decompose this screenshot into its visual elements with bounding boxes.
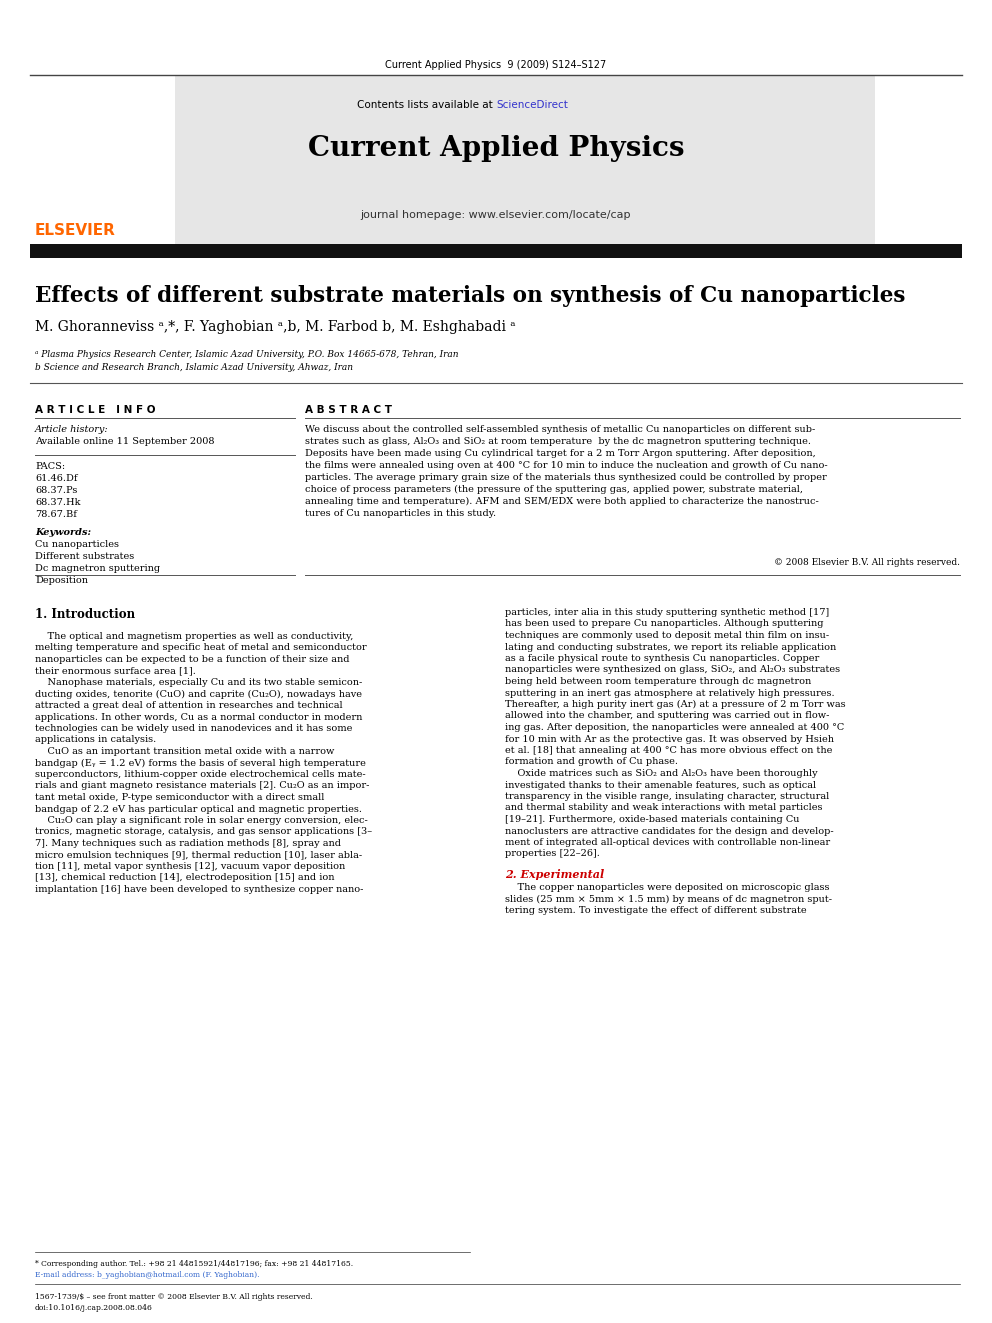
Text: ELSEVIER: ELSEVIER	[35, 224, 116, 238]
Text: formation and growth of Cu phase.: formation and growth of Cu phase.	[505, 758, 678, 766]
Text: Cu nanoparticles: Cu nanoparticles	[35, 540, 119, 549]
Bar	[175, 75, 875, 243]
Text: their enormous surface area [1].: their enormous surface area [1].	[35, 667, 195, 676]
Text: implantation [16] have been developed to synthesize copper nano-: implantation [16] have been developed to…	[35, 885, 363, 894]
Text: [13], chemical reduction [14], electrodeposition [15] and ion: [13], chemical reduction [14], electrode…	[35, 873, 334, 882]
Text: choice of process parameters (the pressure of the sputtering gas, applied power,: choice of process parameters (the pressu…	[305, 486, 803, 493]
Text: M. Ghoranneviss ᵃ,*, F. Yaghobian ᵃ,b, M. Farbod b, M. Eshghabadi ᵃ: M. Ghoranneviss ᵃ,*, F. Yaghobian ᵃ,b, M…	[35, 320, 516, 333]
Text: techniques are commonly used to deposit metal thin film on insu-: techniques are commonly used to deposit …	[505, 631, 829, 640]
Text: tures of Cu nanoparticles in this study.: tures of Cu nanoparticles in this study.	[305, 509, 496, 519]
Text: b Science and Research Branch, Islamic Azad University, Ahwaz, Iran: b Science and Research Branch, Islamic A…	[35, 363, 353, 372]
Text: nanoparticles were synthesized on glass, SiO₂, and Al₂O₃ substrates: nanoparticles were synthesized on glass,…	[505, 665, 840, 675]
Text: [19–21]. Furthermore, oxide-based materials containing Cu: [19–21]. Furthermore, oxide-based materi…	[505, 815, 800, 824]
Text: PACS:: PACS:	[35, 462, 65, 471]
Text: properties [22–26].: properties [22–26].	[505, 849, 600, 859]
Text: applications in catalysis.: applications in catalysis.	[35, 736, 157, 745]
Text: 1. Introduction: 1. Introduction	[35, 609, 135, 620]
Text: © 2008 Elsevier B.V. All rights reserved.: © 2008 Elsevier B.V. All rights reserved…	[774, 558, 960, 568]
Text: 2. Experimental: 2. Experimental	[505, 869, 604, 880]
Text: annealing time and temperature). AFM and SEM/EDX were both applied to characteri: annealing time and temperature). AFM and…	[305, 497, 818, 507]
Text: strates such as glass, Al₂O₃ and SiO₂ at room temperature  by the dc magnetron s: strates such as glass, Al₂O₃ and SiO₂ at…	[305, 437, 811, 446]
Text: technologies can be widely used in nanodevices and it has some: technologies can be widely used in nanod…	[35, 724, 352, 733]
Text: allowed into the chamber, and sputtering was carried out in flow-: allowed into the chamber, and sputtering…	[505, 712, 829, 721]
Text: micro emulsion techniques [9], thermal reduction [10], laser abla-: micro emulsion techniques [9], thermal r…	[35, 851, 362, 860]
Text: nanoparticles can be expected to be a function of their size and: nanoparticles can be expected to be a fu…	[35, 655, 349, 664]
Text: 68.37.Hk: 68.37.Hk	[35, 497, 80, 507]
Text: has been used to prepare Cu nanoparticles. Although sputtering: has been used to prepare Cu nanoparticle…	[505, 619, 823, 628]
Text: the films were annealed using oven at 400 °C for 10 min to induce the nucleation: the films were annealed using oven at 40…	[305, 460, 827, 470]
Text: Keywords:: Keywords:	[35, 528, 91, 537]
Text: bandgap (Eᵧ = 1.2 eV) forms the basis of several high temperature: bandgap (Eᵧ = 1.2 eV) forms the basis of…	[35, 758, 366, 767]
Text: Dc magnetron sputtering: Dc magnetron sputtering	[35, 564, 160, 573]
Text: melting temperature and specific heat of metal and semiconductor: melting temperature and specific heat of…	[35, 643, 367, 652]
Text: nanoclusters are attractive candidates for the design and develop-: nanoclusters are attractive candidates f…	[505, 827, 833, 836]
Text: Available online 11 September 2008: Available online 11 September 2008	[35, 437, 214, 446]
Text: superconductors, lithium-copper oxide electrochemical cells mate-: superconductors, lithium-copper oxide el…	[35, 770, 366, 779]
Text: Article history:: Article history:	[35, 425, 109, 434]
Bar	[30, 243, 962, 258]
Text: et al. [18] that annealing at 400 °C has more obvious effect on the: et al. [18] that annealing at 400 °C has…	[505, 746, 832, 755]
Text: Deposition: Deposition	[35, 576, 88, 585]
Text: investigated thanks to their amenable features, such as optical: investigated thanks to their amenable fe…	[505, 781, 816, 790]
Text: Current Applied Physics  9 (2009) S124–S127: Current Applied Physics 9 (2009) S124–S1…	[385, 60, 607, 70]
Text: ScienceDirect: ScienceDirect	[496, 101, 567, 110]
Text: as a facile physical route to synthesis Cu nanoparticles. Copper: as a facile physical route to synthesis …	[505, 654, 819, 663]
Text: ing gas. After deposition, the nanoparticles were annealed at 400 °C: ing gas. After deposition, the nanoparti…	[505, 722, 844, 732]
Text: and thermal stability and weak interactions with metal particles: and thermal stability and weak interacti…	[505, 803, 822, 812]
Text: ducting oxides, tenorite (CuO) and caprite (Cu₂O), nowadays have: ducting oxides, tenorite (CuO) and capri…	[35, 689, 362, 699]
Text: tion [11], metal vapor synthesis [12], vacuum vapor deposition: tion [11], metal vapor synthesis [12], v…	[35, 863, 345, 871]
Text: We discuss about the controlled self-assembled synthesis of metallic Cu nanopart: We discuss about the controlled self-ass…	[305, 425, 815, 434]
Text: A B S T R A C T: A B S T R A C T	[305, 405, 392, 415]
Text: Different substrates: Different substrates	[35, 552, 134, 561]
Text: Thereafter, a high purity inert gas (Ar) at a pressure of 2 m Torr was: Thereafter, a high purity inert gas (Ar)…	[505, 700, 845, 709]
Text: Cu₂O can play a significant role in solar energy conversion, elec-: Cu₂O can play a significant role in sola…	[35, 816, 368, 826]
Text: lating and conducting substrates, we report its reliable application: lating and conducting substrates, we rep…	[505, 643, 836, 651]
Text: rials and giant magneto resistance materials [2]. Cu₂O as an impor-: rials and giant magneto resistance mater…	[35, 782, 369, 791]
Text: Deposits have been made using Cu cylindrical target for a 2 m Torr Argon sputter: Deposits have been made using Cu cylindr…	[305, 448, 815, 458]
Text: sputtering in an inert gas atmosphere at relatively high pressures.: sputtering in an inert gas atmosphere at…	[505, 688, 834, 697]
Text: journal homepage: www.elsevier.com/locate/cap: journal homepage: www.elsevier.com/locat…	[361, 210, 631, 220]
Text: attracted a great deal of attention in researches and technical: attracted a great deal of attention in r…	[35, 701, 342, 710]
Text: The optical and magnetism properties as well as conductivity,: The optical and magnetism properties as …	[35, 632, 353, 642]
Text: tant metal oxide, P-type semiconductor with a direct small: tant metal oxide, P-type semiconductor w…	[35, 792, 324, 802]
Text: transparency in the visible range, insulating character, structural: transparency in the visible range, insul…	[505, 792, 829, 800]
Text: particles. The average primary grain size of the materials thus synthesized coul: particles. The average primary grain siz…	[305, 474, 826, 482]
Text: doi:10.1016/j.cap.2008.08.046: doi:10.1016/j.cap.2008.08.046	[35, 1304, 153, 1312]
Text: A R T I C L E   I N F O: A R T I C L E I N F O	[35, 405, 156, 415]
Text: CuO as an important transition metal oxide with a narrow: CuO as an important transition metal oxi…	[35, 747, 334, 755]
Text: E-mail address: b_yaghobian@hotmail.com (F. Yaghobian).: E-mail address: b_yaghobian@hotmail.com …	[35, 1271, 260, 1279]
Text: slides (25 mm × 5mm × 1.5 mm) by means of dc magnetron sput-: slides (25 mm × 5mm × 1.5 mm) by means o…	[505, 894, 832, 904]
Text: * Corresponding author. Tel.: +98 21 44815921/44817196; fax: +98 21 44817165.: * Corresponding author. Tel.: +98 21 448…	[35, 1259, 353, 1267]
Text: Nanophase materials, especially Cu and its two stable semicon-: Nanophase materials, especially Cu and i…	[35, 677, 362, 687]
Text: The copper nanoparticles were deposited on microscopic glass: The copper nanoparticles were deposited …	[505, 882, 829, 892]
Text: 7]. Many techniques such as radiation methods [8], spray and: 7]. Many techniques such as radiation me…	[35, 839, 341, 848]
Text: bandgap of 2.2 eV has particular optical and magnetic properties.: bandgap of 2.2 eV has particular optical…	[35, 804, 362, 814]
Text: Oxide matrices such as SiO₂ and Al₂O₃ have been thoroughly: Oxide matrices such as SiO₂ and Al₂O₃ ha…	[505, 769, 817, 778]
Text: tronics, magnetic storage, catalysis, and gas sensor applications [3–: tronics, magnetic storage, catalysis, an…	[35, 827, 372, 836]
Text: Effects of different substrate materials on synthesis of Cu nanoparticles: Effects of different substrate materials…	[35, 284, 906, 307]
Text: ment of integrated all-optical devices with controllable non-linear: ment of integrated all-optical devices w…	[505, 837, 830, 847]
Text: Contents lists available at: Contents lists available at	[357, 101, 496, 110]
Text: 78.67.Bf: 78.67.Bf	[35, 509, 76, 519]
Text: being held between room temperature through dc magnetron: being held between room temperature thro…	[505, 677, 811, 687]
Text: particles, inter alia in this study sputtering synthetic method [17]: particles, inter alia in this study sput…	[505, 609, 829, 617]
Text: 1567-1739/$ – see front matter © 2008 Elsevier B.V. All rights reserved.: 1567-1739/$ – see front matter © 2008 El…	[35, 1293, 312, 1301]
Text: for 10 min with Ar as the protective gas. It was observed by Hsieh: for 10 min with Ar as the protective gas…	[505, 734, 834, 744]
Text: 61.46.Df: 61.46.Df	[35, 474, 77, 483]
Text: ᵃ Plasma Physics Research Center, Islamic Azad University, P.O. Box 14665-678, T: ᵃ Plasma Physics Research Center, Islami…	[35, 351, 458, 359]
Text: 68.37.Ps: 68.37.Ps	[35, 486, 77, 495]
Text: Current Applied Physics: Current Applied Physics	[308, 135, 684, 161]
Text: applications. In other words, Cu as a normal conductor in modern: applications. In other words, Cu as a no…	[35, 713, 362, 721]
Text: tering system. To investigate the effect of different substrate: tering system. To investigate the effect…	[505, 906, 806, 916]
